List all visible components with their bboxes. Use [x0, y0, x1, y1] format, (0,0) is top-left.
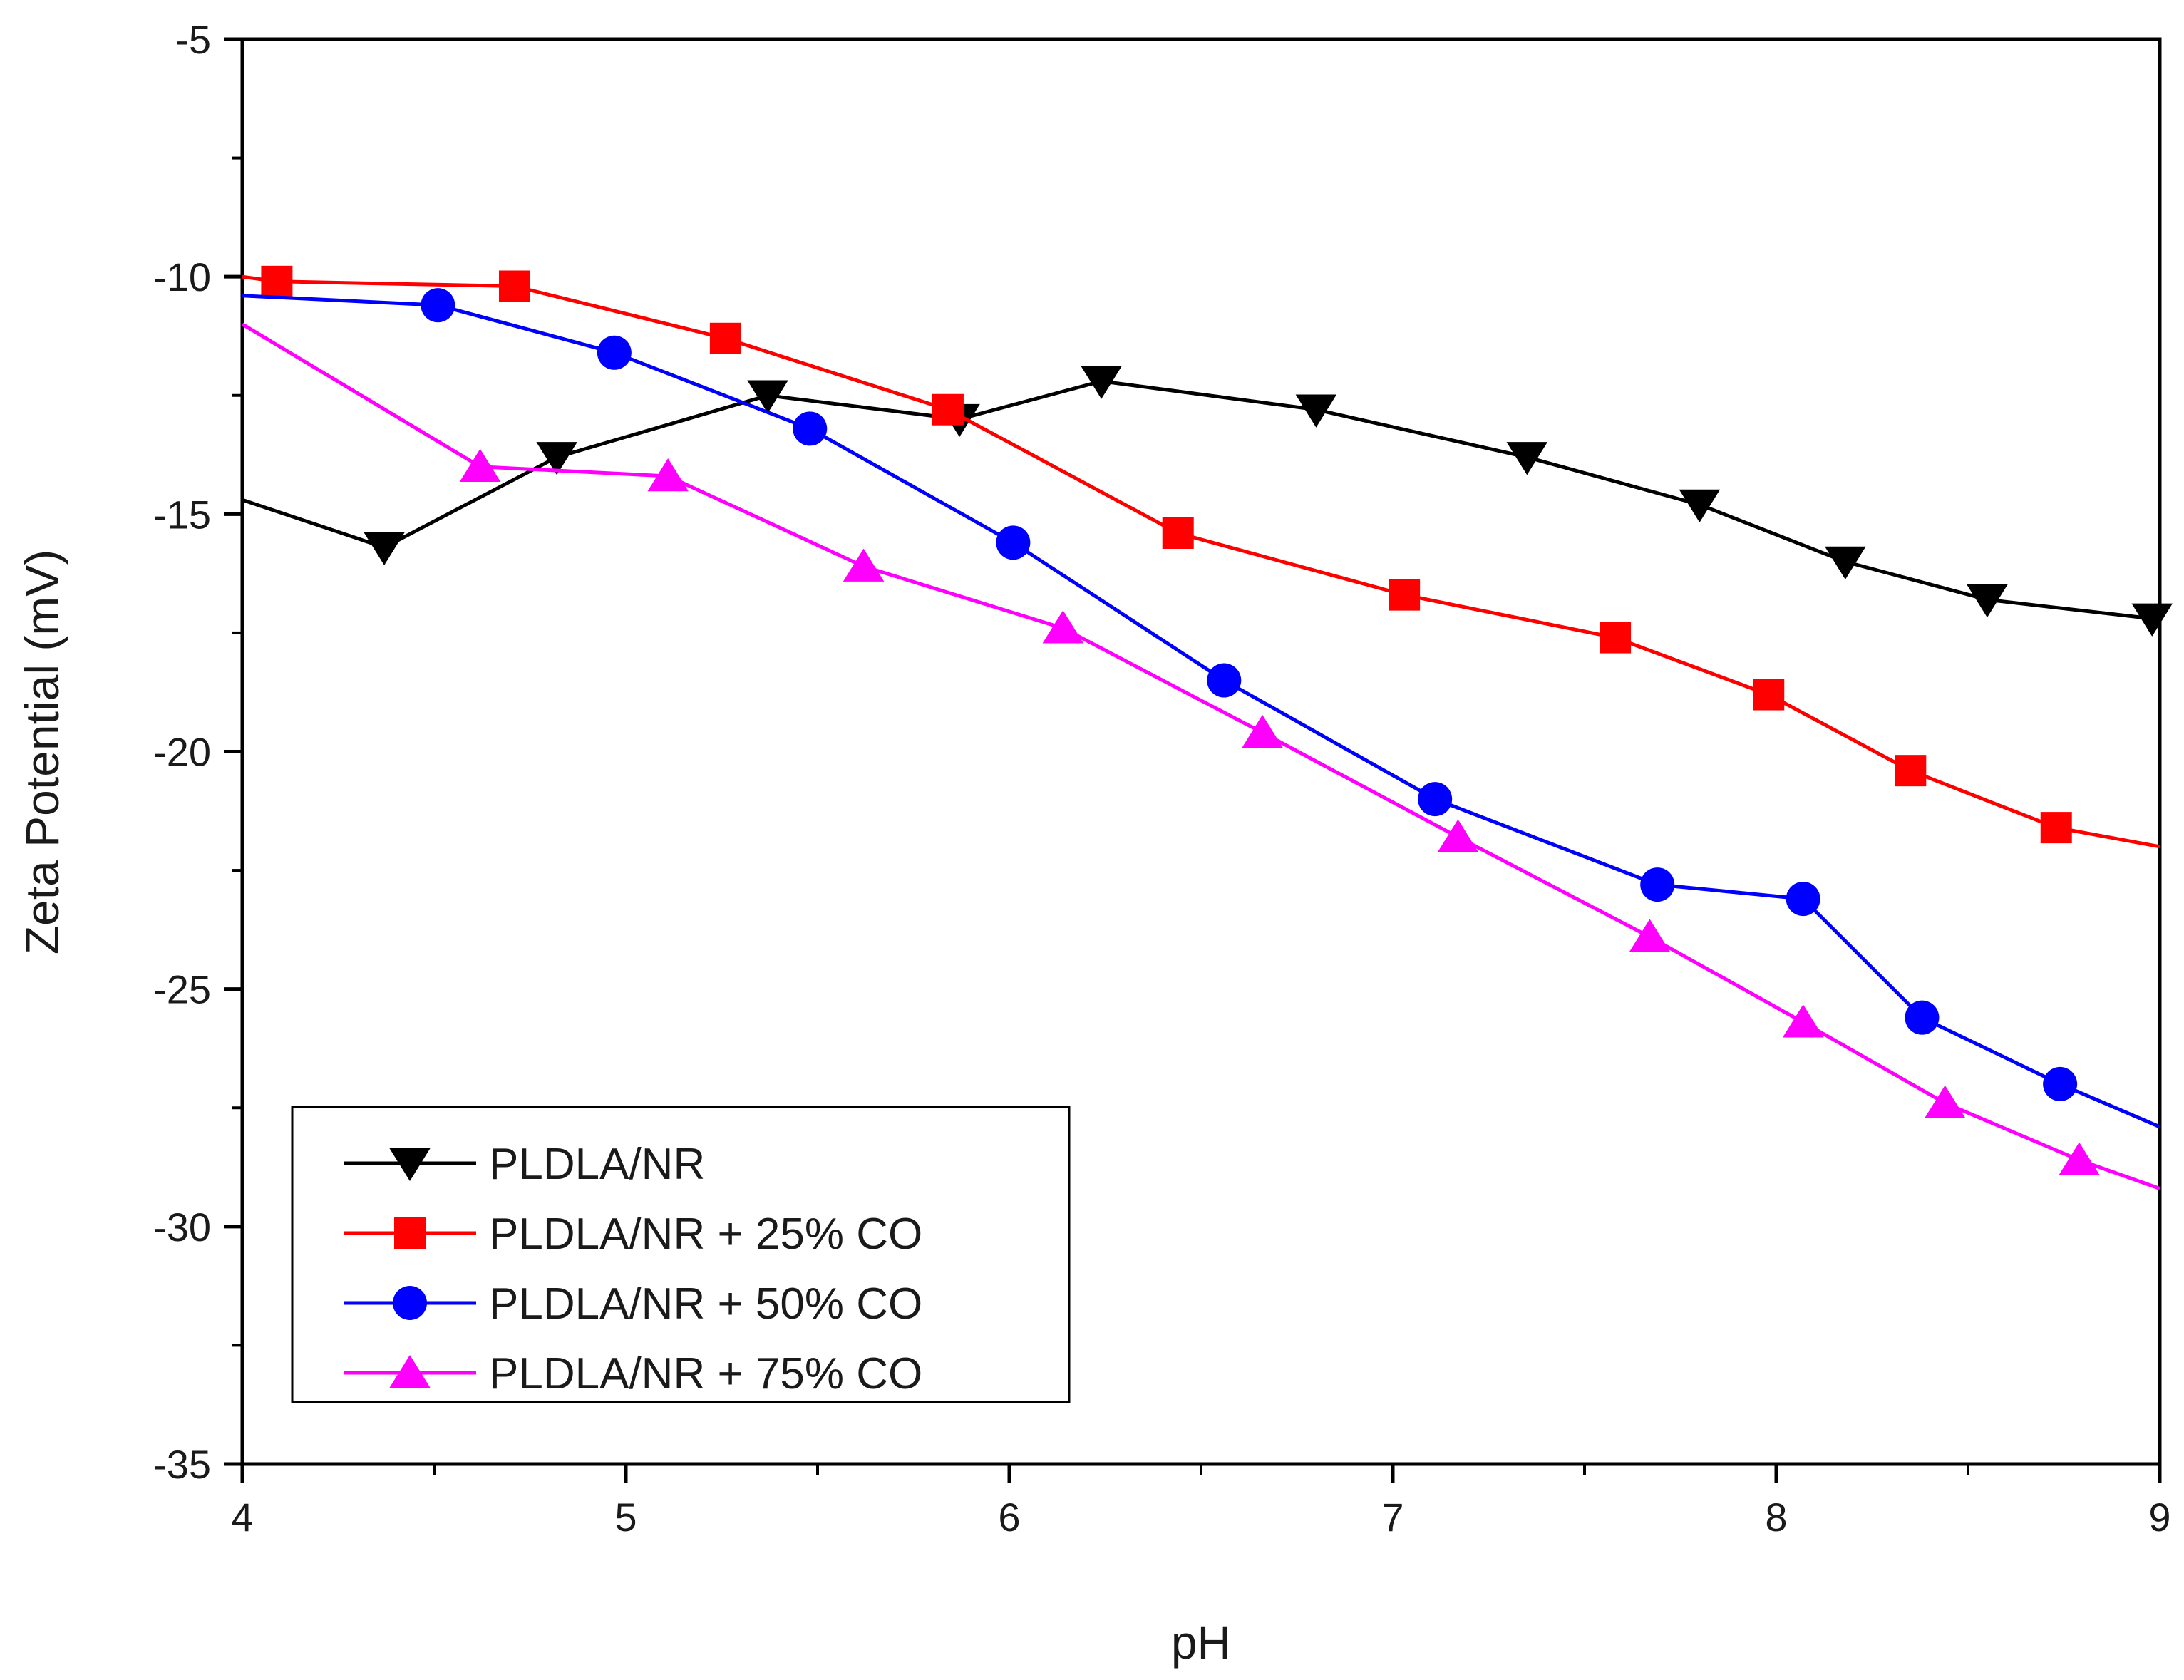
data-point — [647, 458, 689, 492]
legend-box — [291, 1106, 1071, 1403]
legend-marker — [389, 1148, 431, 1181]
data-point — [1640, 867, 1675, 902]
x-tick-label: 8 — [1765, 1495, 1787, 1540]
x-axis-title: pH — [1171, 1616, 1231, 1669]
data-point — [1437, 819, 1479, 852]
data-point — [2059, 1142, 2100, 1175]
data-point — [1600, 622, 1632, 654]
data-point — [996, 525, 1031, 560]
y-tick-label: -30 — [153, 1205, 211, 1249]
y-tick-label: -15 — [153, 492, 211, 537]
data-point — [1242, 714, 1283, 748]
data-point — [364, 532, 405, 565]
data-point — [261, 265, 293, 297]
data-point — [536, 442, 577, 475]
series-layer — [241, 265, 2173, 1190]
data-point — [2040, 812, 2072, 844]
x-tick-label: 4 — [231, 1495, 253, 1540]
x-tick-label: 6 — [998, 1495, 1020, 1540]
legend-marker — [389, 1355, 431, 1388]
data-point — [498, 270, 530, 302]
data-point — [2131, 603, 2173, 637]
series-line — [241, 322, 2160, 1190]
axis-ticks: 4 5 6 7 8 9 -5 -10 -15 -20 -25 -30 -35 — [153, 17, 2171, 1540]
y-tick-label: -5 — [175, 17, 211, 62]
x-tick-label: 9 — [2148, 1495, 2170, 1540]
x-tick-label: 7 — [1381, 1495, 1403, 1540]
series-line — [242, 274, 2160, 849]
data-point — [1753, 679, 1785, 711]
legend-label: PLDLA/NR + 75% CO — [489, 1349, 922, 1398]
legend-label: PLDLA/NR + 50% CO — [489, 1279, 922, 1329]
legend: PLDLA/NR PLDLA/NR + 25% CO PLDLA/NR + 50% … — [291, 1106, 1071, 1403]
data-point — [1629, 919, 1671, 952]
series-0 — [242, 366, 2173, 637]
data-point — [843, 548, 885, 582]
series-line — [242, 294, 2160, 1129]
data-point — [459, 448, 501, 482]
data-point — [1679, 489, 1721, 523]
legend-marker — [394, 1217, 426, 1249]
y-tick-label: -10 — [153, 254, 211, 299]
y-axis-title: Zeta Potential (mV) — [16, 550, 68, 955]
y-tick-label: -25 — [153, 967, 211, 1012]
data-point — [1162, 517, 1194, 549]
y-tick-label: -20 — [153, 730, 211, 775]
series-3 — [241, 322, 2160, 1190]
series-2 — [242, 288, 2160, 1129]
data-point — [1506, 442, 1548, 475]
data-point — [1786, 882, 1820, 917]
data-point — [1081, 366, 1122, 399]
data-point — [1825, 546, 1866, 579]
data-point — [421, 288, 455, 323]
data-point — [1967, 584, 2008, 618]
data-point — [1782, 1004, 1824, 1038]
data-point — [747, 380, 788, 413]
data-point — [1905, 1000, 1940, 1035]
legend-marker — [393, 1286, 427, 1320]
data-point — [709, 322, 741, 354]
data-point — [1895, 755, 1927, 787]
data-point — [1418, 782, 1453, 817]
x-tick-label: 5 — [614, 1495, 637, 1540]
data-point — [793, 411, 828, 446]
data-point — [597, 335, 632, 370]
data-point — [1207, 663, 1242, 698]
data-point — [932, 393, 964, 426]
legend-label: PLDLA/NR — [489, 1140, 705, 1189]
y-tick-label: -35 — [153, 1442, 211, 1487]
data-point — [1042, 610, 1084, 644]
series-1 — [242, 265, 2160, 849]
data-point — [1389, 579, 1421, 611]
data-point — [1295, 394, 1337, 428]
data-point — [2043, 1066, 2078, 1101]
data-point — [1924, 1085, 1966, 1118]
series-line — [242, 379, 2160, 621]
legend-label: PLDLA/NR + 25% CO — [489, 1210, 922, 1259]
